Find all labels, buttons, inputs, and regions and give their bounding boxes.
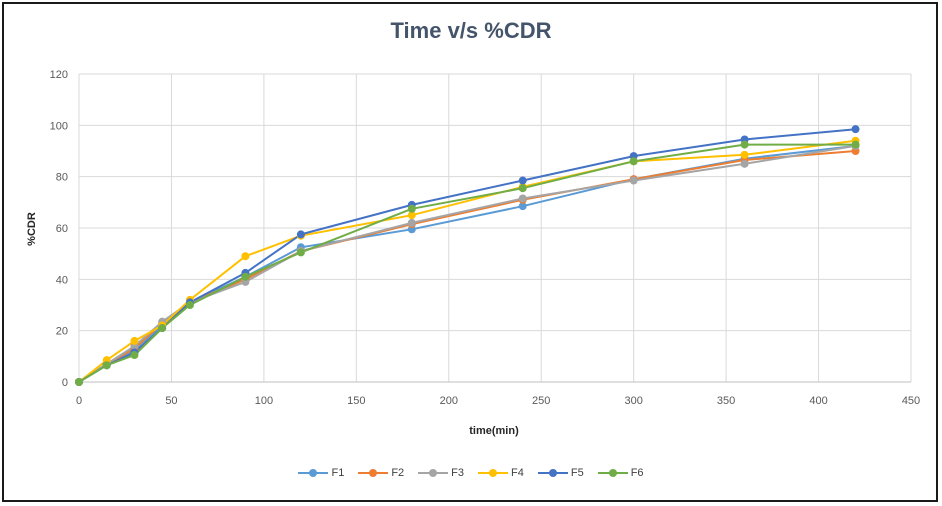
x-tick-label: 450 [902,395,920,407]
y-tick-label: 40 [56,274,68,286]
data-point-f3 [407,218,416,227]
series-line-f1 [78,144,856,383]
legend-label: F3 [451,467,464,479]
legend-label: F6 [630,467,644,479]
y-tick-label: 80 [56,172,68,184]
x-tick-label: 200 [440,395,458,407]
data-point-f6 [130,351,139,360]
data-point-f6 [851,140,860,149]
x-tick-label: 150 [347,395,365,407]
data-point-f6 [158,324,167,333]
x-tick-label: 50 [165,395,177,407]
legend-item-f1: F1 [298,467,344,479]
legend-marker-icon [478,467,508,479]
legend-label: F5 [570,467,584,479]
legend-label: F2 [391,467,405,479]
x-axis-label: time(min) [469,425,519,437]
tick-labels: 0 50 100 150 200 250 300 350 400 450 0 20 40 60 80 100 1… [50,69,921,407]
legend: F1 F2 F3 F4 F5 F6 [0,467,942,479]
y-tick-label: 60 [56,223,68,235]
legend-item-f6: F6 [597,467,644,479]
data-point-f4 [130,336,139,345]
data-point-f4 [407,211,416,220]
data-point-f6 [740,140,749,149]
series-lines [78,128,856,383]
y-tick-label: 120 [50,69,68,81]
data-point-f6 [241,272,250,281]
data-point-f4 [241,252,250,261]
legend-label: F1 [331,467,345,479]
y-tick-label: 20 [56,326,68,338]
legend-marker-icon [597,467,628,479]
data-point-f5 [296,230,305,239]
series-line-f2 [78,150,856,383]
legend-marker-icon [298,467,329,479]
legend-marker-icon [358,467,389,479]
chart-title: Time v/s %CDR [390,18,552,43]
y-axis-label: %CDR [26,212,38,246]
data-point-f4 [740,150,749,159]
data-point-f1 [518,202,527,211]
data-point-f5 [851,125,860,134]
x-tick-label: 400 [809,395,827,407]
data-point-f6 [407,204,416,213]
data-point-f6 [296,248,305,257]
data-point-f3 [629,176,638,185]
series-line-f6 [78,143,856,383]
legend-item-f2: F2 [358,467,404,479]
x-tick-label: 250 [532,395,550,407]
series-line-f3 [78,144,856,383]
x-tick-label: 0 [76,395,82,407]
grid-lines [78,73,912,383]
x-tick-label: 350 [717,395,735,407]
legend-item-f5: F5 [537,467,584,479]
data-point-f3 [518,194,527,203]
series-points [75,125,860,386]
series-line-f5 [78,128,856,383]
legend-label: F4 [511,467,524,479]
legend-item-f3: F3 [418,467,464,479]
legend-marker-icon [537,467,568,479]
data-point-f6 [518,184,527,193]
data-point-f5 [518,176,527,185]
y-tick-label: 0 [62,377,68,389]
data-point-f6 [629,157,638,166]
x-tick-label: 100 [255,395,273,407]
data-point-f6 [102,361,111,370]
y-tick-label: 100 [50,120,68,132]
series-line-f4 [78,139,856,383]
data-point-f6 [75,378,83,386]
legend-marker-icon [418,467,449,479]
legend-item-f4: F4 [478,467,524,479]
data-point-f3 [740,159,749,168]
data-point-f6 [185,301,194,309]
x-tick-label: 300 [624,395,642,407]
